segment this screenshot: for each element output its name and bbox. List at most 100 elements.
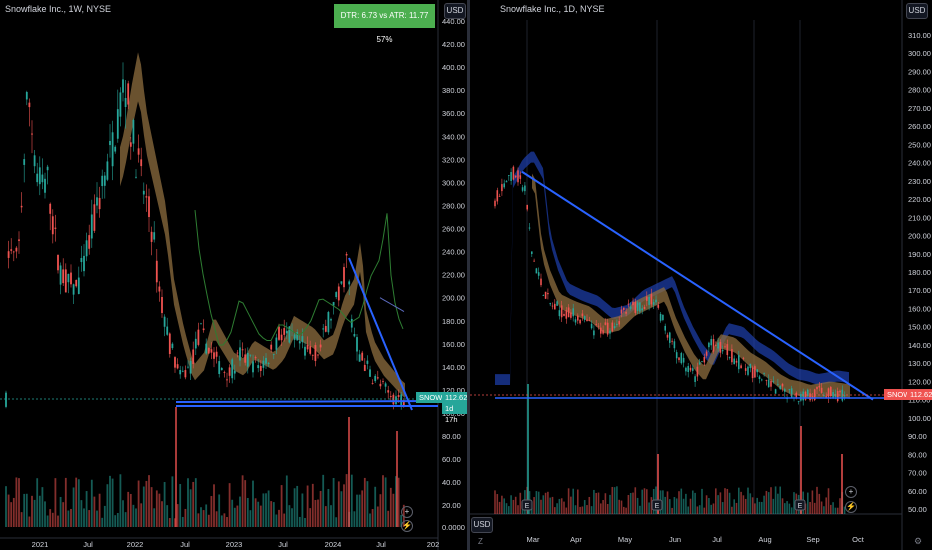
- weekly-chart-pane[interactable]: 440.00 420.00 400.00 380.00 360.00 340.00 320.…: [0, 0, 468, 550]
- candle-body: [524, 185, 526, 192]
- volume-bar: [505, 503, 508, 514]
- candle-body: [343, 267, 345, 288]
- volume-bar: [340, 491, 343, 527]
- down-trendline[interactable]: [348, 257, 413, 411]
- earnings-marker[interactable]: [651, 499, 663, 511]
- volume-bar: [496, 494, 499, 514]
- price-axis-label: 120.00: [908, 377, 931, 386]
- candle-body: [804, 391, 807, 400]
- volume-bar: [283, 513, 286, 527]
- candle-body: [634, 301, 637, 313]
- candle-body: [280, 334, 283, 341]
- volume-bar: [514, 496, 517, 514]
- volume-bar: [687, 506, 689, 514]
- candle-body: [41, 174, 44, 183]
- daily-chart-pane[interactable]: 310.00 300.00 290.00 280.00 270.00 260.00 250.…: [470, 0, 932, 550]
- price-axis-label: 200.00: [442, 294, 465, 303]
- candle-body: [641, 308, 643, 311]
- price-axis-label: 340.00: [442, 132, 465, 141]
- volume-bar: [537, 491, 540, 514]
- add-indicator-icon[interactable]: +: [401, 506, 413, 518]
- volume-bar: [85, 491, 88, 527]
- bottom-currency-button[interactable]: USD: [471, 517, 493, 533]
- volume-bar: [508, 506, 510, 514]
- earnings-marker[interactable]: [521, 499, 533, 511]
- candle-body: [283, 328, 286, 335]
- volume-bar: [15, 477, 18, 527]
- candle-body: [265, 357, 267, 364]
- candle-body: [353, 333, 356, 337]
- candle-body: [574, 319, 577, 323]
- candle-body: [38, 167, 41, 185]
- volume-bar: [298, 516, 301, 527]
- candle-body: [332, 302, 335, 306]
- volume-bar: [756, 497, 758, 514]
- candle-body: [366, 360, 369, 364]
- candle-body: [62, 269, 65, 284]
- currency-button[interactable]: USD: [444, 3, 466, 19]
- volume-bar: [742, 495, 745, 514]
- volume-bar: [606, 503, 609, 514]
- volume-bar: [337, 481, 340, 527]
- candle-body: [623, 307, 625, 310]
- pane-divider[interactable]: [467, 0, 470, 550]
- candle-body: [296, 332, 299, 341]
- price-axis-label: 320.00: [442, 155, 465, 164]
- symbol-title[interactable]: Snowflake Inc., 1W, NYSE: [5, 4, 112, 14]
- price-axis[interactable]: [438, 0, 468, 550]
- candle-body: [505, 181, 508, 183]
- volume-bar: [288, 505, 291, 527]
- candle-body: [544, 291, 547, 299]
- support-trendline[interactable]: [175, 400, 439, 403]
- candle-body: [137, 148, 140, 155]
- candle-body: [330, 319, 332, 321]
- candle-body: [754, 366, 756, 378]
- candle-body: [763, 373, 765, 374]
- candle-body: [174, 357, 176, 368]
- volume-bar: [616, 486, 618, 514]
- volume-bar: [595, 492, 597, 514]
- volume-axis-label: 40.00: [442, 478, 461, 487]
- daily-chart-canvas[interactable]: 310.00 300.00 290.00 280.00 270.00 260.00 250.…: [470, 0, 932, 550]
- candle-body: [293, 334, 296, 340]
- candle-body: [719, 341, 722, 353]
- add-indicator-icon[interactable]: +: [845, 486, 857, 498]
- volume-bar: [629, 492, 632, 514]
- candle-body: [246, 352, 249, 367]
- weekly-chart-canvas[interactable]: 440.00 420.00 400.00 380.00 360.00 340.00 320.…: [0, 0, 468, 550]
- candle-body: [620, 309, 623, 314]
- volume-bar: [786, 501, 788, 514]
- settings-icon[interactable]: ⚙: [914, 536, 923, 546]
- candle-body: [531, 251, 533, 254]
- volume-bar: [353, 511, 356, 527]
- candle-body: [103, 175, 106, 186]
- candle-body: [593, 330, 595, 336]
- candle-body: [501, 184, 503, 192]
- volume-bar: [685, 493, 687, 514]
- volume-bar: [830, 504, 832, 514]
- volume-bar: [7, 494, 10, 527]
- lightning-icon[interactable]: ⚡: [845, 501, 857, 513]
- currency-button[interactable]: USD: [906, 3, 928, 19]
- candle-body: [830, 386, 832, 397]
- volume-bar: [257, 501, 260, 527]
- earnings-marker[interactable]: [794, 499, 806, 511]
- volume-bar: [517, 505, 519, 514]
- goto-date-icon[interactable]: Z: [478, 537, 483, 546]
- down-trendline[interactable]: [521, 170, 874, 401]
- lightning-icon[interactable]: ⚡: [401, 520, 413, 532]
- price-axis[interactable]: [902, 0, 932, 550]
- candle-body: [728, 357, 731, 358]
- candle-body: [122, 79, 124, 93]
- volume-bar: [267, 490, 270, 527]
- volume-bar: [731, 506, 733, 514]
- price-axis-label: 250.00: [908, 140, 931, 149]
- volume-bar: [210, 496, 213, 527]
- volume-bar: [93, 496, 96, 527]
- volume-bar: [774, 486, 777, 514]
- volume-bar: [726, 488, 729, 514]
- symbol-title[interactable]: Snowflake Inc., 1D, NYSE: [500, 4, 605, 14]
- time-axis-label: May: [618, 535, 632, 544]
- volume-bar: [751, 497, 754, 514]
- time-axis-label: Apr: [570, 535, 582, 544]
